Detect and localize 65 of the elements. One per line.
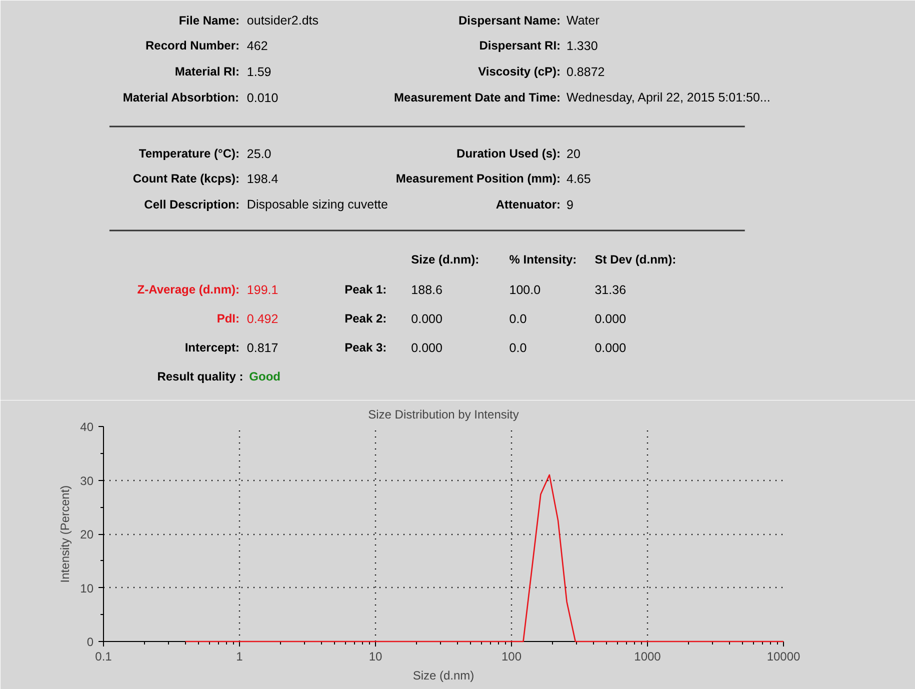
text: 4.65 [566, 172, 591, 186]
text: 462 [246, 39, 268, 53]
text: Measurement Date and Time: [394, 90, 561, 104]
y-tick-label: 0 [86, 635, 94, 649]
text: Good [249, 370, 280, 384]
text: 1.330 [566, 39, 598, 53]
x-tick-label: 10000 [766, 650, 801, 664]
text: 0.492 [246, 312, 278, 326]
text: Material Absorbtion: [122, 90, 240, 104]
text: 0.000 [594, 312, 626, 326]
text: Intercept: [184, 340, 240, 354]
text: % Intensity: [509, 252, 577, 266]
text: 0.000 [594, 341, 626, 355]
text: 0.0 [509, 341, 527, 355]
text: 0.010 [246, 91, 278, 105]
text: outsider2.dts [246, 14, 319, 28]
text: Wednesday, April 22, 2015 5:01:50... [566, 90, 770, 104]
text: 31.36 [594, 283, 626, 297]
text: 0.817 [246, 341, 278, 355]
x-axis-title: Size (d.nm) [412, 668, 474, 682]
text: PdI: [216, 312, 240, 326]
text: 0.8872 [566, 65, 605, 79]
y-tick-label: 40 [80, 420, 94, 434]
text: Record Number: [145, 38, 240, 52]
text: Water [566, 14, 600, 28]
text: St Dev (d.nm): [594, 252, 676, 266]
text: Attenuator: [496, 198, 561, 212]
text: Peak 3: [344, 340, 387, 354]
y-axis-title: Intensity (Percent) [58, 485, 72, 583]
text: 25.0 [246, 147, 272, 161]
text: 0.000 [411, 341, 442, 355]
text: Size (d.nm): [411, 252, 480, 266]
text: Dispersant Name: [458, 14, 561, 28]
x-tick-label: 100 [501, 650, 522, 664]
text: Duration Used (s): [456, 146, 561, 160]
text: Z-Average (d.nm): [137, 282, 240, 296]
y-tick-label: 30 [80, 474, 94, 488]
text: Viscosity (cP): [478, 64, 561, 78]
text: 198.4 [246, 172, 278, 186]
text: 188.6 [411, 283, 442, 297]
text: Peak 1: [344, 282, 387, 296]
text: Disposable sizing cuvette [246, 198, 388, 212]
text: Dispersant RI: [479, 38, 561, 52]
chart-title: Size Distribution by Intensity [368, 408, 519, 422]
x-tick-label: 1 [236, 650, 244, 664]
text: 100.0 [509, 283, 541, 297]
x-tick-label: 0.1 [95, 650, 112, 664]
text: 20 [566, 147, 580, 161]
text: Cell Description: [144, 198, 240, 212]
text: Temperature (°C): [138, 146, 240, 160]
text: 0.0 [509, 312, 527, 326]
x-tick-label: 10 [368, 650, 382, 664]
y-tick-label: 10 [80, 581, 94, 596]
text: 1.59 [246, 65, 272, 79]
text: Measurement Position (mm): [396, 172, 561, 186]
text: Count Rate (kcps): [132, 172, 240, 186]
text: Peak 2: [344, 312, 387, 326]
x-tick-label: 1000 [634, 650, 662, 664]
text: 199.1 [246, 283, 278, 297]
text: Result quality : [157, 370, 244, 384]
y-tick-label: 20 [80, 528, 94, 542]
text: File Name: [178, 14, 240, 28]
text: Material RI: [174, 64, 240, 78]
text: 9 [566, 198, 574, 212]
text: 0.000 [411, 312, 442, 326]
